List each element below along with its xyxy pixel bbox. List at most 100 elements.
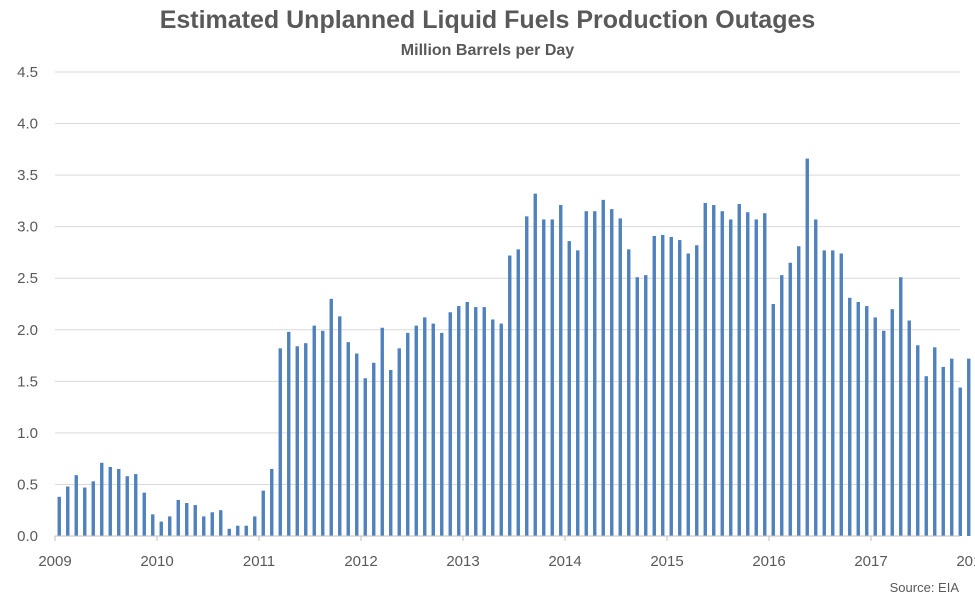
x-tick-label: 2011 — [243, 553, 275, 570]
bar — [270, 468, 274, 536]
bar — [882, 330, 886, 536]
y-tick-label: 4.5 — [17, 64, 38, 81]
bar — [482, 307, 486, 536]
bar — [389, 369, 393, 536]
bar — [440, 332, 444, 536]
bar — [618, 218, 622, 537]
bar — [907, 320, 911, 536]
bar — [822, 250, 826, 536]
y-tick-label: 0.5 — [17, 476, 38, 493]
bar — [159, 521, 163, 536]
bar — [457, 306, 461, 536]
x-tick-label: 2017 — [854, 553, 887, 570]
gridlines — [55, 71, 960, 485]
bar — [244, 525, 248, 536]
bar — [57, 496, 61, 536]
bar — [661, 234, 665, 537]
bar — [746, 212, 750, 537]
bar — [168, 516, 172, 536]
bar — [924, 376, 928, 536]
y-tick-label: 1.0 — [17, 425, 38, 442]
x-tick-label: 2014 — [548, 553, 581, 570]
bar — [627, 249, 631, 536]
bar — [185, 503, 189, 536]
bar — [644, 275, 648, 536]
bar — [295, 346, 299, 536]
bar — [814, 219, 818, 536]
bar — [754, 219, 758, 536]
bar — [414, 325, 418, 536]
bar — [712, 205, 716, 536]
bar — [865, 306, 869, 536]
bar — [287, 331, 291, 536]
bar — [916, 345, 920, 536]
bar — [491, 319, 495, 536]
bar — [584, 211, 588, 536]
y-tick-label: 2.0 — [17, 322, 38, 339]
bar — [397, 348, 401, 536]
bar — [474, 307, 478, 536]
bar — [83, 487, 87, 536]
bar — [576, 250, 580, 536]
x-tick-label: 2009 — [38, 553, 71, 570]
bar — [142, 492, 146, 536]
bar — [763, 213, 767, 536]
x-tick-label: 2018 — [956, 553, 975, 570]
bar — [848, 297, 852, 536]
bar — [74, 475, 78, 536]
bar — [346, 342, 350, 536]
bar — [516, 249, 520, 536]
bar — [950, 358, 954, 536]
bar — [66, 486, 70, 536]
bar — [380, 327, 384, 536]
bar — [669, 236, 673, 537]
bar — [100, 462, 104, 536]
bar — [261, 490, 265, 536]
bar — [737, 203, 741, 537]
bar — [967, 358, 971, 536]
y-tick-label: 1.5 — [17, 373, 38, 390]
bar — [788, 262, 792, 536]
bar — [771, 304, 775, 536]
bar — [91, 481, 95, 536]
x-tick-label: 2012 — [344, 553, 377, 570]
bar — [933, 347, 937, 536]
bar — [720, 211, 724, 536]
bar — [329, 298, 333, 536]
bar — [525, 216, 529, 537]
bar — [610, 209, 614, 536]
bar — [253, 516, 257, 536]
bar — [542, 219, 546, 536]
bar — [729, 219, 733, 536]
bar — [448, 312, 452, 536]
y-tick-label: 0.0 — [17, 528, 38, 545]
bar — [856, 301, 860, 536]
bar — [312, 325, 316, 536]
bar — [304, 343, 308, 536]
bar — [780, 275, 784, 536]
bar — [193, 505, 197, 536]
bar — [321, 330, 325, 536]
bar — [601, 199, 605, 537]
chart-title: Estimated Unplanned Liquid Fuels Product… — [159, 6, 816, 34]
bar — [567, 241, 571, 536]
y-tick-label: 4.0 — [17, 116, 38, 133]
bar — [108, 466, 112, 536]
bar — [423, 317, 427, 536]
bar — [151, 514, 155, 536]
bar — [958, 387, 962, 536]
bar — [890, 309, 894, 536]
bar — [236, 525, 240, 536]
bar — [431, 323, 435, 536]
bar — [355, 353, 359, 536]
x-tick-label: 2015 — [650, 553, 683, 570]
bar — [508, 255, 512, 537]
bar — [805, 158, 809, 537]
bar — [465, 301, 469, 536]
bar — [686, 253, 690, 537]
chart-subtitle: Million Barrels per Day — [400, 42, 575, 59]
bar — [695, 245, 699, 537]
bar — [899, 277, 903, 536]
source-note: Source: EIA — [889, 580, 959, 595]
y-tick-label: 3.5 — [17, 167, 38, 184]
